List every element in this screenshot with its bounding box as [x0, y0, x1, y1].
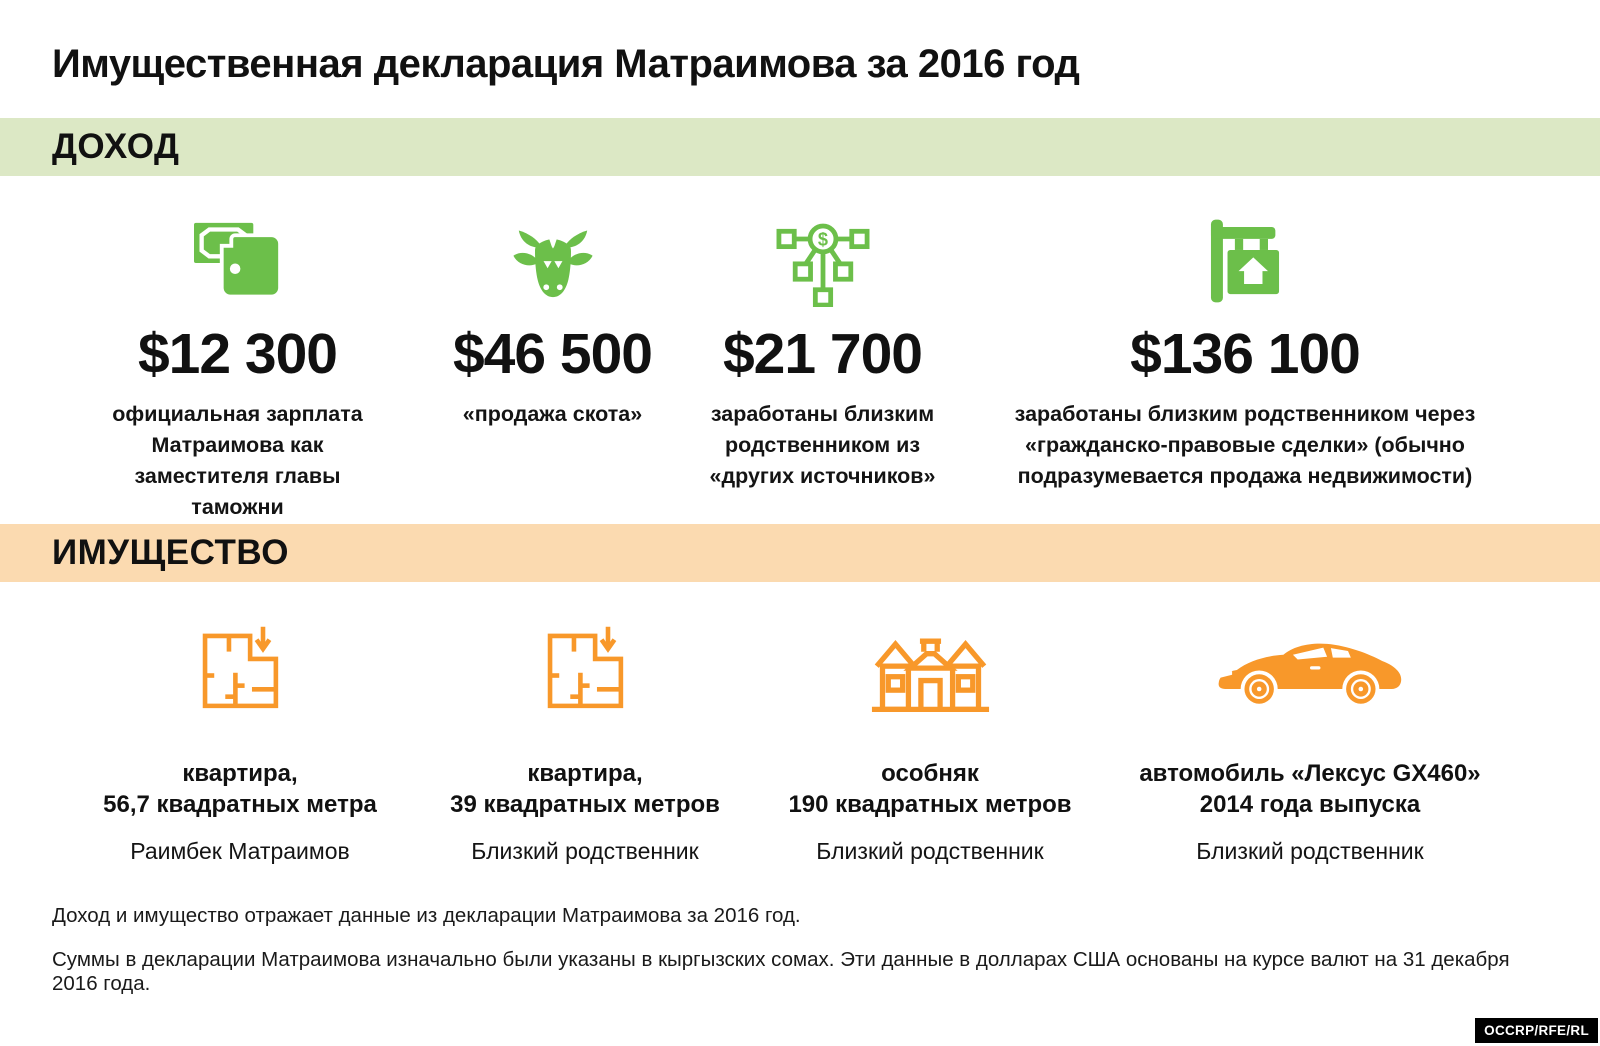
- property-name: квартира, 39 квадратных метров: [430, 758, 740, 820]
- property-name-line: 39 квадратных метров: [450, 791, 720, 818]
- income-description: «продажа скота»: [462, 402, 643, 426]
- property-name-line: 190 квадратных метров: [788, 791, 1072, 818]
- property-section-band: ИМУЩЕСТВО: [0, 524, 1600, 582]
- property-name-line: квартира,: [182, 760, 298, 787]
- page-title: Имущественная декларация Матраимова за 2…: [52, 42, 1080, 86]
- income-item-salary: $12 300 официальная зарплата Матраимова …: [90, 177, 385, 523]
- mansion-icon: [775, 622, 1085, 718]
- property-name-line: особняк: [881, 760, 979, 787]
- property-name: особняк 190 квадратных метров: [775, 758, 1085, 820]
- property-name: автомобиль «Лексус GX460» 2014 года выпу…: [1110, 758, 1510, 820]
- income-description: заработаны близким родственником из «дру…: [709, 402, 936, 488]
- dollar-network-icon: $: [690, 215, 955, 307]
- floorplan-icon: [430, 622, 740, 718]
- property-item-apartment-1: квартира, 56,7 квадратных метра Раимбек …: [85, 582, 395, 865]
- property-owner: Близкий родственник: [471, 838, 699, 864]
- property-name-line: квартира,: [527, 760, 643, 787]
- money-wallet-icon: [90, 215, 385, 307]
- property-name: квартира, 56,7 квадратных метра: [85, 758, 395, 820]
- footnote-2: Суммы в декларации Матраимова изначально…: [52, 948, 1510, 995]
- property-item-mansion: особняк 190 квадратных метров Близкий ро…: [775, 582, 1085, 865]
- income-value: $46 500: [452, 322, 653, 386]
- property-owner: Близкий родственник: [1196, 838, 1424, 864]
- income-section-band: ДОХОД: [0, 118, 1600, 176]
- property-section-title: ИМУЩЕСТВО: [52, 533, 290, 572]
- footnotes: Доход и имущество отражает данные из дек…: [52, 904, 1532, 1016]
- property-name-line: 2014 года выпуска: [1199, 791, 1421, 818]
- credit-badge: OCCRP/RFE/RL: [1475, 1018, 1598, 1043]
- property-item-car: автомобиль «Лексус GX460» 2014 года выпу…: [1110, 582, 1510, 865]
- income-description: заработаны близким родственником через «…: [1014, 402, 1476, 488]
- income-item-other-sources: $ $21 700 заработаны близким родственник…: [690, 177, 955, 492]
- property-name-line: 56,7 квадратных метра: [103, 791, 377, 818]
- income-item-civil-deals: $136 100 заработаны близким родственнико…: [990, 177, 1500, 492]
- income-section-title: ДОХОД: [52, 127, 180, 166]
- income-description: официальная зарплата Матраимова как заме…: [112, 402, 363, 519]
- income-value: $21 700: [722, 322, 923, 386]
- car-icon: [1110, 622, 1510, 718]
- income-value: $136 100: [1130, 322, 1361, 386]
- income-value: $12 300: [137, 322, 338, 386]
- cow-icon: [430, 215, 675, 307]
- property-owner: Раимбек Матраимов: [130, 838, 350, 864]
- income-item-livestock: $46 500 «продажа скота»: [430, 177, 675, 430]
- property-name-line: автомобиль «Лексус GX460»: [1139, 760, 1481, 787]
- footnote-1: Доход и имущество отражает данные из дек…: [52, 904, 801, 927]
- property-owner: Близкий родственник: [816, 838, 1044, 864]
- dollar-symbol: $: [817, 230, 827, 250]
- property-item-apartment-2: квартира, 39 квадратных метров Близкий р…: [430, 582, 740, 865]
- floorplan-icon: [85, 622, 395, 718]
- realty-sign-icon: [990, 215, 1500, 307]
